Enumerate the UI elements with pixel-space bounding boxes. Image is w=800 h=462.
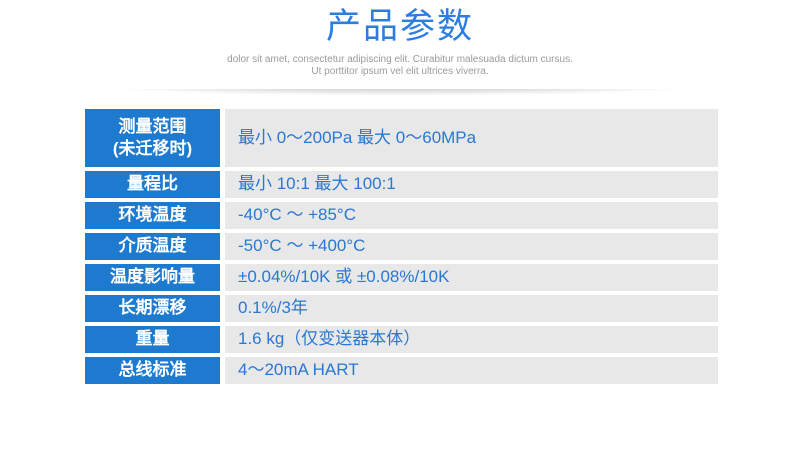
row-value: 最小 0～200Pa 最大 0～60MPa xyxy=(225,109,718,167)
page-subtitle: dolor sit amet, consectetur adipiscing e… xyxy=(0,54,800,77)
row-label: 介质温度 xyxy=(85,233,220,260)
page-title: 产品参数 xyxy=(325,7,474,46)
subtitle-line-2: Ut porttitor ipsum vel elit ultrices viv… xyxy=(311,65,489,77)
row-value: -50°C ～ +400°C xyxy=(225,233,718,260)
subtitle-line-1: dolor sit amet, consectetur adipiscing e… xyxy=(227,54,573,65)
table-row: 介质温度 -50°C ～ +400°C xyxy=(85,233,718,260)
divider-shadow xyxy=(0,89,800,99)
row-label: 长期漂移 xyxy=(85,295,220,322)
table-row: 总线标准 4～20mA HART xyxy=(85,357,718,384)
spec-table: 测量范围 (未迁移时) 最小 0～200Pa 最大 0～60MPa 量程比 最小 10… xyxy=(85,109,718,384)
row-label: 温度影响量 xyxy=(85,264,220,291)
row-label: 总线标准 xyxy=(85,357,220,384)
table-row: 量程比 最小 10:1 最大 100:1 xyxy=(85,171,718,198)
row-label: 环境温度 xyxy=(85,202,220,229)
row-value: 1.6 kg（仅变送器本体） xyxy=(225,326,718,353)
row-value: -40°C ～ +85°C xyxy=(225,202,718,229)
row-label: 量程比 xyxy=(85,171,220,198)
row-value: ±0.04%/10K 或 ±0.08%/10K xyxy=(225,264,718,291)
row-value: 4～20mA HART xyxy=(225,357,718,384)
table-row: 环境温度 -40°C ～ +85°C xyxy=(85,202,718,229)
row-label: 测量范围 (未迁移时) xyxy=(85,109,220,167)
row-label: 重量 xyxy=(85,326,220,353)
row-value: 0.1%/3年 xyxy=(225,295,718,322)
table-row: 长期漂移 0.1%/3年 xyxy=(85,295,718,322)
table-row: 温度影响量 ±0.04%/10K 或 ±0.08%/10K xyxy=(85,264,718,291)
row-value: 最小 10:1 最大 100:1 xyxy=(225,171,718,198)
table-row: 重量 1.6 kg（仅变送器本体） xyxy=(85,326,718,353)
table-row: 测量范围 (未迁移时) 最小 0～200Pa 最大 0～60MPa xyxy=(85,109,718,167)
